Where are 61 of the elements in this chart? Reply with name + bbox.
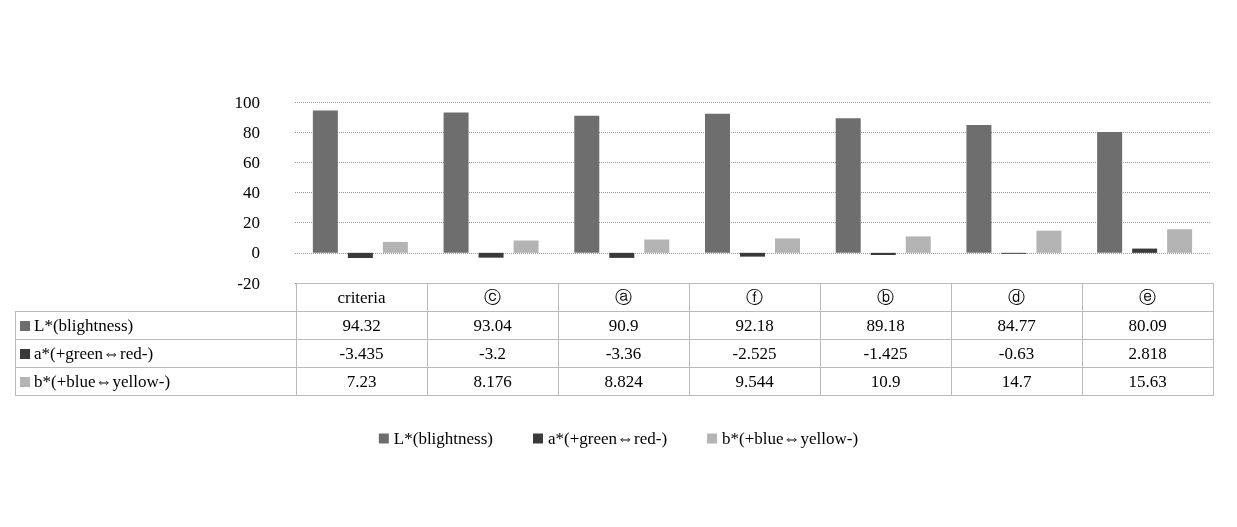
data-label: -1.425 [820, 339, 951, 368]
data-label: 8.176 [427, 367, 558, 396]
bar [1097, 132, 1123, 253]
bar [347, 252, 373, 259]
data-label: -3.435 [296, 339, 427, 368]
data-label: 7.23 [296, 367, 427, 396]
data-label: -0.63 [951, 339, 1082, 368]
x-tick-label: ⓑ [820, 283, 951, 312]
data-label: 94.32 [296, 311, 427, 340]
data-label: 89.18 [820, 311, 951, 340]
x-tick-label: ⓕ [689, 283, 820, 312]
bar [905, 236, 931, 253]
bar [740, 252, 765, 257]
text: a*(+green⇔red-) [34, 343, 154, 363]
bar [1036, 230, 1062, 253]
text: b*(+blue⇔yellow-) [34, 371, 171, 391]
bar [382, 241, 408, 253]
data-label: 10.9 [820, 367, 951, 396]
y-tick-label: 60 [243, 152, 260, 172]
bar [513, 240, 539, 253]
bar [1132, 248, 1158, 253]
data-label: -3.36 [558, 339, 689, 368]
data-label: -3.2 [427, 339, 558, 368]
y-tick-label: 100 [234, 92, 260, 112]
legend-label: L*(blightness) [393, 429, 493, 448]
bar [835, 118, 861, 253]
bar [443, 112, 469, 253]
bar [705, 113, 730, 253]
data-label: 15.63 [1082, 367, 1213, 396]
bar [574, 115, 600, 253]
y-tick-label: 20 [243, 213, 260, 233]
bar [966, 124, 992, 253]
bar [609, 252, 635, 258]
text: L*(blightness) [34, 315, 134, 335]
bar [775, 238, 800, 253]
data-label: 80.09 [1082, 311, 1213, 340]
data-label: 14.7 [951, 367, 1082, 396]
bar [644, 239, 670, 253]
x-tick-label: ⓔ [1082, 283, 1213, 312]
data-label: 84.77 [951, 311, 1082, 340]
y-tick-label: -20 [237, 273, 260, 293]
legend-label: b*(+blue⇔yellow-) [722, 429, 859, 448]
bar [1167, 229, 1193, 253]
data-label: 8.824 [558, 367, 689, 396]
data-label: 9.544 [689, 367, 820, 396]
bar [870, 252, 896, 255]
data-label: 93.04 [427, 311, 558, 340]
y-tick-label: 0 [251, 243, 260, 263]
bar [312, 110, 338, 253]
y-tick-label: 80 [243, 122, 260, 142]
data-label: -2.525 [689, 339, 820, 368]
x-tick-label: ⓐ [558, 283, 689, 312]
x-tick-label: ⓓ [951, 283, 1082, 312]
x-tick-label: ⓒ [427, 283, 558, 312]
bar [478, 252, 504, 258]
x-tick-label: criteria [296, 283, 427, 312]
y-tick-label: 40 [243, 183, 260, 202]
legend-label: a*(+green⇔red-) [547, 429, 668, 448]
data-label: 92.18 [689, 311, 820, 340]
data-label: 2.818 [1082, 339, 1213, 368]
data-label: 90.9 [558, 311, 689, 340]
